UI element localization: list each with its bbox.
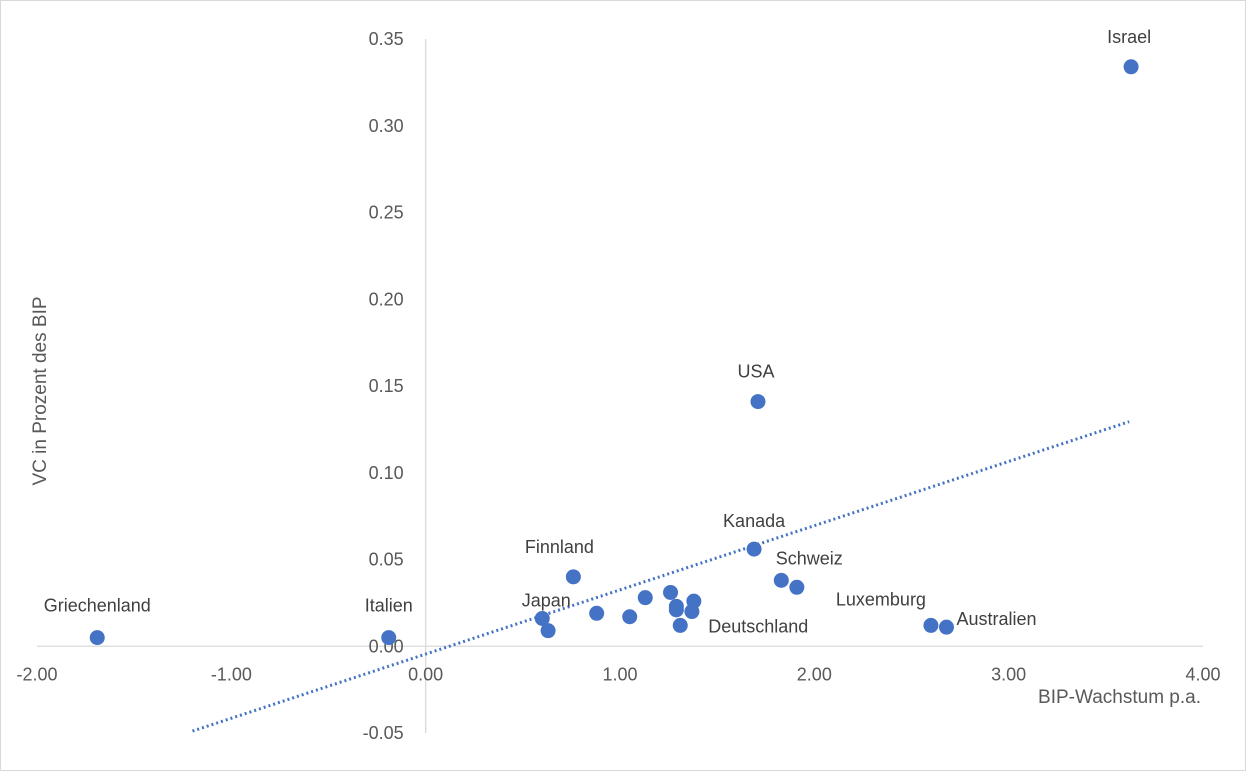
data-label: Luxemburg	[836, 589, 926, 609]
data-label: Griechenland	[44, 596, 151, 616]
data-point	[746, 541, 762, 557]
trendline-layer	[191, 420, 1130, 733]
points-layer	[89, 59, 1139, 646]
data-label: Italien	[365, 596, 413, 616]
data-label: USA	[737, 362, 774, 382]
x-tick-label: 4.00	[1185, 664, 1220, 684]
y-tick-label: 0.15	[369, 376, 404, 396]
y-tick-label: 0.35	[369, 29, 404, 49]
data-point	[923, 617, 939, 633]
y-tick-label: 0.05	[369, 550, 404, 570]
data-point	[686, 593, 702, 609]
data-point	[938, 619, 954, 635]
data-label: Australien	[956, 609, 1036, 629]
x-tick-label: 1.00	[602, 664, 637, 684]
data-point	[534, 610, 550, 626]
y-axis-title: VC in Prozent des BIP	[30, 296, 51, 485]
data-point	[540, 623, 556, 639]
data-label: Japan	[522, 590, 571, 610]
data-point	[773, 572, 789, 588]
x-tick-label: -1.00	[211, 664, 252, 684]
data-point	[668, 602, 684, 618]
data-point	[672, 617, 688, 633]
y-tick-label: 0.10	[369, 463, 404, 483]
axes-layer: -2.00 -1.00 0.00 1.00 2.00 3.00 4.00 0.35 0.30 0.…	[16, 29, 1220, 743]
x-tick-label: 0.00	[408, 664, 443, 684]
y-tick-label: 0.30	[369, 116, 404, 136]
data-label: Deutschland	[708, 616, 808, 636]
point-labels-layer: Israel USA Kanada Schweiz Finnland Luxemburg A…	[44, 27, 1151, 637]
trendline	[191, 420, 1130, 733]
data-point	[637, 590, 653, 606]
data-point	[789, 579, 805, 595]
y-tick-label: 0.25	[369, 203, 404, 223]
y-tick-label: 0.20	[369, 289, 404, 309]
y-tick-label: -0.05	[363, 723, 404, 743]
data-label: Israel	[1107, 27, 1151, 47]
x-tick-label: 2.00	[797, 664, 832, 684]
x-tick-label: -2.00	[16, 664, 57, 684]
data-point	[89, 630, 105, 646]
data-point	[381, 630, 397, 646]
data-label: Schweiz	[776, 548, 843, 568]
x-axis-title: BIP-Wachstum p.a.	[1038, 687, 1201, 708]
data-point	[663, 584, 679, 600]
data-label: Finnland	[525, 537, 594, 557]
data-point	[622, 609, 638, 625]
x-tick-label: 3.00	[991, 664, 1026, 684]
data-point	[589, 605, 605, 621]
data-point	[565, 569, 581, 585]
data-label: Kanada	[723, 511, 786, 531]
data-point	[1123, 59, 1139, 75]
data-point	[750, 394, 766, 410]
